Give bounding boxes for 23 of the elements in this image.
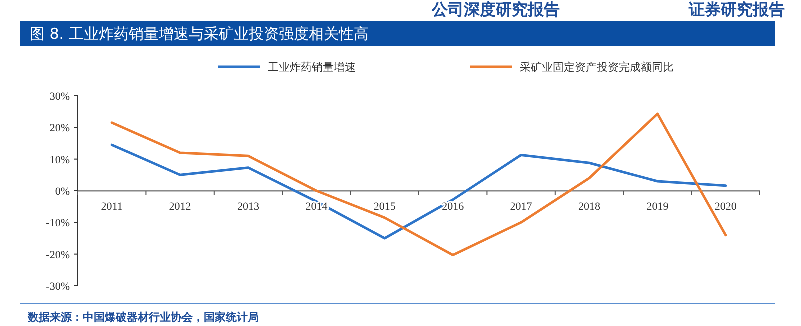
x-tick-label: 2016 bbox=[442, 201, 465, 213]
x-tick-label: 2015 bbox=[374, 201, 396, 213]
y-tick-label: -10% bbox=[46, 218, 70, 230]
x-tick-label: 2019 bbox=[646, 201, 670, 213]
y-tick-label: 30% bbox=[50, 91, 70, 103]
x-tick-label: 2020 bbox=[714, 201, 738, 213]
legend-label: 工业炸药销量增速 bbox=[268, 61, 356, 74]
source-note: 数据来源：中国爆破器材行业协会，国家统计局 bbox=[27, 311, 259, 324]
x-tick-label: 2017 bbox=[510, 201, 533, 213]
text: 公司深度研究报告 bbox=[431, 0, 560, 19]
text: 证券研究报告 bbox=[688, 0, 785, 19]
legend-label: 采矿业固定资产投资完成额同比 bbox=[520, 61, 674, 74]
y-tick-label: 10% bbox=[50, 154, 70, 166]
y-tick-label: 0% bbox=[55, 186, 70, 198]
x-tick-label: 2014 bbox=[306, 201, 328, 213]
chart-title: 图 8. 工业炸药销量增速与采矿业投资强度相关性高 bbox=[30, 25, 369, 43]
x-tick-label: 2018 bbox=[578, 201, 601, 213]
y-tick-label: -30% bbox=[46, 281, 70, 293]
x-tick-label: 2011 bbox=[101, 201, 123, 213]
x-tick-label: 2013 bbox=[238, 201, 260, 213]
y-tick-label: 20% bbox=[50, 122, 70, 135]
y-tick-label: -20% bbox=[46, 249, 70, 262]
x-tick-label: 2012 bbox=[169, 201, 192, 213]
